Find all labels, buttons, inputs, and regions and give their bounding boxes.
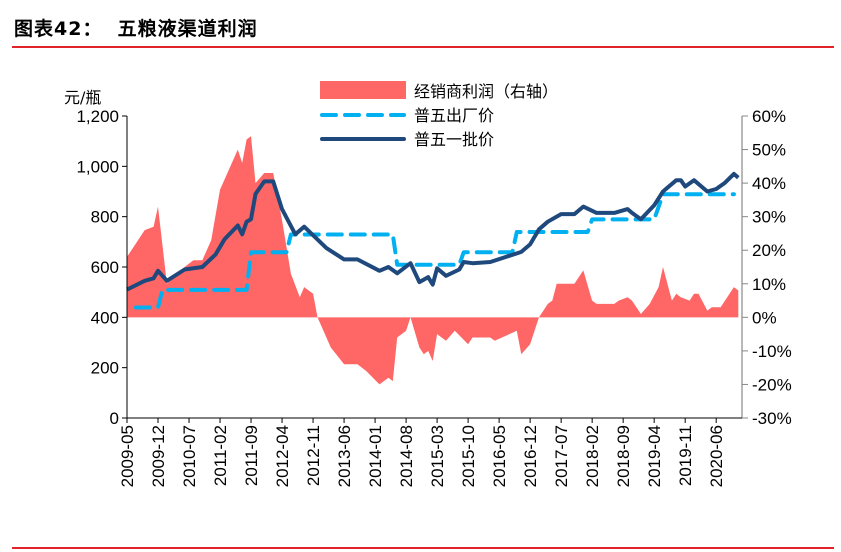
right-tick-label: -10%: [752, 342, 792, 361]
x-tick-label: 2010-07: [180, 425, 199, 487]
x-tick-label: 2019-04: [645, 425, 664, 487]
x-tick-label: 2018-02: [583, 425, 602, 487]
x-tick-label: 2014-01: [366, 425, 385, 487]
right-tick-label: 20%: [752, 241, 786, 260]
x-tick-label: 2018-09: [614, 425, 633, 487]
right-tick-label: 30%: [752, 208, 786, 227]
legend-label-profit: 经销商利润（右轴）: [414, 82, 558, 101]
x-tick-label: 2019-11: [676, 425, 695, 486]
left-axis-unit: 元/瓶: [64, 88, 101, 107]
right-tick-label: 50%: [752, 141, 786, 160]
x-tick-label: 2016-12: [521, 425, 540, 487]
x-tick-label: 2014-08: [397, 425, 416, 487]
legend-swatch-profit: [320, 81, 406, 99]
x-tick-label: 2016-05: [490, 425, 509, 487]
factory-price-line: [133, 192, 736, 310]
left-tick-label: 800: [91, 208, 119, 227]
wholesale-price-line: [126, 171, 740, 292]
right-tick-label: 10%: [752, 275, 786, 294]
left-tick-label: 0: [110, 409, 119, 428]
title-rule: [12, 46, 834, 48]
left-tick-label: 600: [91, 258, 119, 277]
right-tick-label: 40%: [752, 174, 786, 193]
left-tick-label: 1,200: [76, 107, 119, 126]
chart-title: 图表42： 五粮液渠道利润: [14, 18, 258, 40]
x-tick-label: 2012-04: [273, 425, 292, 487]
left-tick-label: 200: [91, 359, 119, 378]
x-tick-label: 2009-12: [149, 425, 168, 487]
left-tick-label: 400: [91, 308, 119, 327]
x-tick-label: 2015-10: [459, 425, 478, 487]
x-tick-label: 2011-02: [211, 425, 230, 486]
x-tick-label: 2011-09: [242, 425, 261, 486]
right-tick-label: -20%: [752, 375, 792, 394]
legend-label-wholesale: 普五一批价: [414, 130, 494, 149]
bottom-rule: [12, 547, 834, 549]
legend-label-factory: 普五出厂价: [414, 106, 494, 125]
x-tick-label: 2013-06: [335, 425, 354, 487]
x-tick-label: 2015-03: [428, 425, 447, 487]
right-tick-label: 0%: [752, 308, 777, 327]
right-tick-label: -30%: [752, 409, 792, 428]
x-tick-label: 2017-07: [552, 425, 571, 487]
profit-area: [127, 136, 739, 385]
x-tick-label: 2012-11: [304, 425, 323, 486]
right-tick-label: 60%: [752, 107, 786, 126]
x-tick-label: 2009-05: [118, 425, 137, 487]
x-tick-label: 2020-06: [707, 425, 726, 487]
left-tick-label: 1,000: [76, 157, 119, 176]
